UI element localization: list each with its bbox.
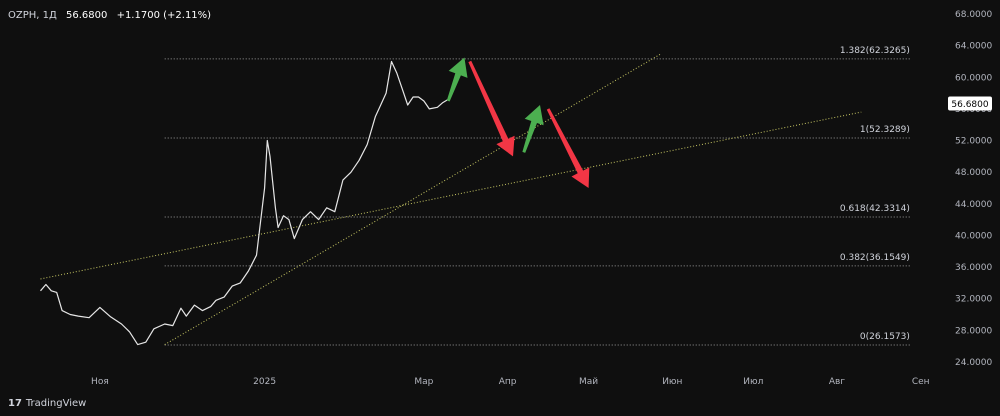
price-change-pct: (+2.11%) bbox=[163, 10, 212, 21]
fibonacci-levels: 1.382(62.3265) 1(52.3289) 0.618(42.3314) 0.… bbox=[164, 46, 910, 346]
y-axis[interactable]: 24.0000 28.0000 32.0000 36.0000 40.0000 44.00… bbox=[955, 10, 992, 368]
x-tick-label: Сен bbox=[912, 377, 930, 387]
fib-level-label: 0(26.1573) bbox=[860, 332, 910, 342]
price-change: +1.1700 bbox=[116, 10, 160, 21]
fib-level-label: 0.382(36.1549) bbox=[840, 253, 910, 263]
price-label-text: 56.6800 bbox=[951, 100, 988, 110]
x-tick-label: Май bbox=[579, 377, 598, 387]
price-label-bg bbox=[948, 96, 992, 111]
arrow-down-icon bbox=[468, 60, 515, 157]
y-tick-label: 60.0000 bbox=[955, 73, 992, 83]
current-price-label: 56.6800 bbox=[948, 96, 992, 111]
fib-level-label: 1(52.3289) bbox=[860, 125, 910, 135]
arrow-down-icon bbox=[546, 108, 590, 188]
fib-level-label: 0.618(42.3314) bbox=[840, 204, 910, 214]
chart-header: OZPH, 1Д 56.6800 +1.1700 (+2.11%) bbox=[8, 10, 212, 21]
y-tick-label: 52.0000 bbox=[955, 137, 992, 147]
x-axis[interactable]: Ноя 2025 Мар Апр Май Июн Июл Авг Сен bbox=[91, 377, 930, 387]
price-line bbox=[40, 60, 449, 346]
symbol-label[interactable]: OZPH bbox=[8, 10, 37, 21]
y-tick-label: 40.0000 bbox=[955, 231, 992, 241]
x-tick-label: Июн bbox=[662, 377, 682, 387]
arrow-up-icon bbox=[446, 57, 468, 102]
y-tick-label: 48.0000 bbox=[955, 168, 992, 178]
x-tick-label: Ноя bbox=[91, 377, 109, 387]
x-tick-label: 2025 bbox=[253, 377, 276, 387]
tradingview-logo[interactable]: 17 TradingView bbox=[8, 398, 86, 409]
interval-label[interactable]: 1Д bbox=[42, 10, 57, 21]
x-tick-label: Июл bbox=[743, 377, 763, 387]
fib-level-label: 1.382(62.3265) bbox=[840, 46, 910, 56]
x-tick-label: Мар bbox=[414, 377, 433, 387]
x-tick-label: Авг bbox=[829, 377, 845, 387]
y-tick-label: 32.0000 bbox=[955, 295, 992, 305]
y-tick-label: 36.0000 bbox=[955, 263, 992, 273]
x-tick-label: Апр bbox=[499, 377, 517, 387]
tradingview-logo-text: TradingView bbox=[25, 398, 87, 409]
y-tick-label: 24.0000 bbox=[955, 358, 992, 368]
last-price: 56.6800 bbox=[66, 10, 108, 21]
arrow-up-icon bbox=[522, 105, 544, 153]
price-series bbox=[40, 60, 449, 346]
tradingview-logo-icon: 17 bbox=[8, 398, 22, 409]
trendline bbox=[40, 111, 862, 280]
annotation-arrows bbox=[446, 57, 590, 188]
y-tick-label: 44.0000 bbox=[955, 200, 992, 210]
y-tick-label: 64.0000 bbox=[955, 42, 992, 52]
y-tick-label: 68.0000 bbox=[955, 10, 992, 20]
y-tick-label: 28.0000 bbox=[955, 326, 992, 336]
